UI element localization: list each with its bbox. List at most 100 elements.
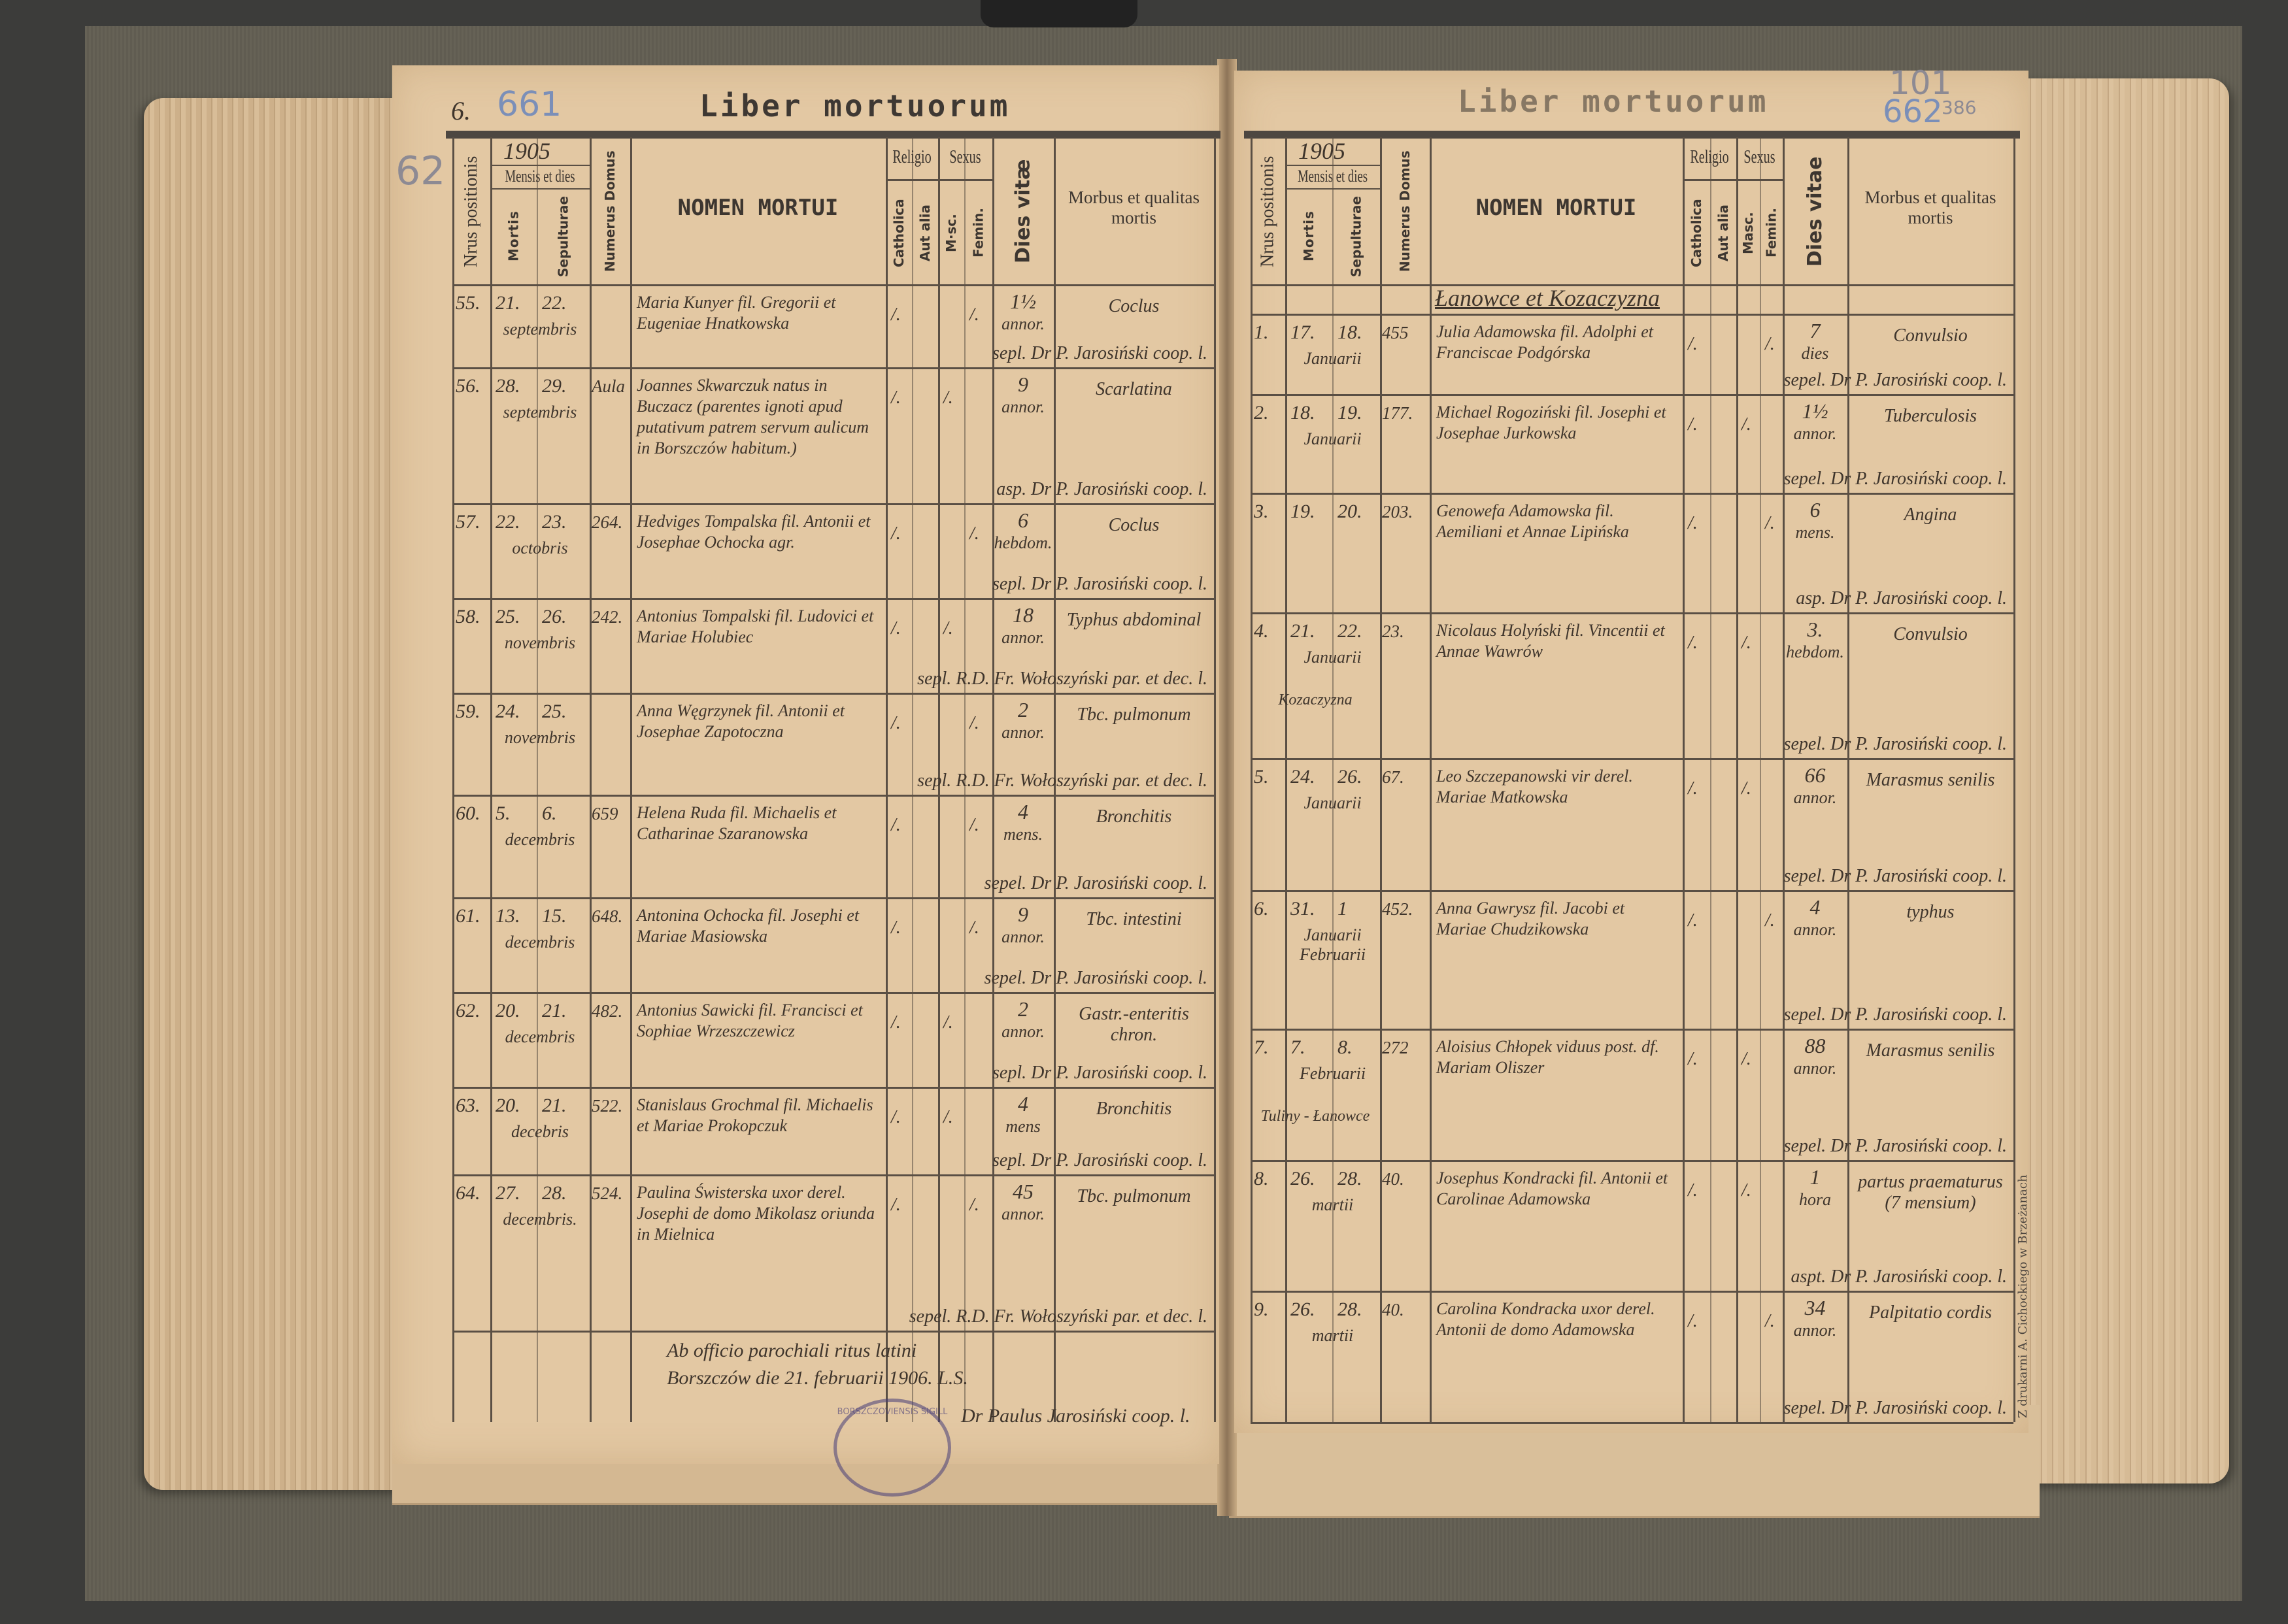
entry-month: Januarii <box>1304 429 1362 448</box>
row-rule <box>452 284 1214 286</box>
entry-male-mark: /. <box>943 388 953 408</box>
entry-burial-day: 22. <box>542 292 567 314</box>
entry-catholic-mark: /. <box>1688 1180 1698 1201</box>
entry-name: Paulina Świsterska uxor derel. Josephi d… <box>637 1183 875 1244</box>
header-morbus: Morbus et qualitas mortis <box>1068 187 1200 227</box>
entry-age: 9 <box>1018 903 1028 926</box>
parish-seal: BORSZCZOVIENSIS SIGILL <box>833 1399 951 1497</box>
entry-death-day: 24. <box>1290 766 1315 787</box>
entry-house-number: 264. <box>592 512 623 532</box>
entry-number: 6. <box>1254 898 1269 920</box>
entry-number: 62. <box>456 1000 480 1021</box>
column-rule <box>2013 137 2015 1422</box>
entry-burial-signature: asp. Dr P. Jarosiński coop. l. <box>1796 588 2007 608</box>
column-rule <box>1430 137 1432 1422</box>
entry-number: 4. <box>1254 620 1269 642</box>
entry-death-day: 5. <box>496 803 511 824</box>
entry-age-unit: hora <box>1798 1190 1832 1209</box>
entry-age: 66 <box>1804 763 1826 787</box>
entry-death-day: 31. <box>1290 898 1315 920</box>
religio-rule <box>886 179 992 181</box>
entry-death-day: 27. <box>496 1182 520 1204</box>
entry-house-number: 177. <box>1382 403 1413 423</box>
entry-burial-day: 28. <box>1337 1299 1362 1320</box>
entry-cause-of-death: Bronchitis <box>1096 806 1172 827</box>
book-clasp <box>981 0 1137 27</box>
entry-death-day: 21. <box>1290 620 1315 642</box>
entry-number: 2. <box>1254 402 1269 423</box>
header-top-rule <box>446 131 1220 139</box>
column-rule <box>1710 137 1711 1422</box>
entry-name: Aloisius Chłopek viduus post. df. Mariam… <box>1436 1037 1659 1077</box>
entry-burial-day: 8. <box>1337 1036 1353 1058</box>
header-dies-vitae: Dies vitæ <box>1011 159 1035 264</box>
entry-female-mark: /. <box>969 815 979 835</box>
row-rule <box>1251 1029 2013 1031</box>
column-rule <box>1683 137 1685 1422</box>
left-page-stack <box>144 98 418 1490</box>
header-sepulturae: Sepulturae <box>1348 195 1364 277</box>
entry-male-mark: /. <box>943 618 953 638</box>
entry-place: Kozaczyzna <box>1278 691 1353 708</box>
entry-month: martii <box>1311 1195 1354 1214</box>
entry-name: Josephus Kondracki fil. Antonii et Carol… <box>1436 1168 1668 1208</box>
header-femin: Femin. <box>970 208 986 258</box>
entry-male-mark: /. <box>1741 1049 1751 1069</box>
entry-age: 88 <box>1804 1034 1826 1057</box>
entry-age: 45 <box>1013 1180 1034 1203</box>
entry-age-unit: annor. <box>1793 1059 1837 1078</box>
entry-number: 59. <box>456 701 480 722</box>
column-rule <box>1214 137 1216 1422</box>
entry-month: septembris <box>503 320 577 339</box>
column-rule <box>1847 137 1849 1422</box>
entry-catholic-mark: /. <box>891 1012 901 1033</box>
entry-month: decebris <box>511 1122 569 1141</box>
entry-death-day: 19. <box>1290 501 1315 522</box>
header-religio: Religio <box>1690 147 1729 167</box>
entry-month: Januarii <box>1304 648 1362 667</box>
entry-age: 4 <box>1809 895 1821 919</box>
entry-age-unit: annor. <box>1793 788 1837 807</box>
entry-cause-of-death: Convulsio <box>1893 325 1968 346</box>
header-nrus: Nrus positionis <box>461 156 481 267</box>
entry-female-mark: /. <box>1765 334 1775 354</box>
entry-catholic-mark: /. <box>891 523 901 544</box>
entry-burial-signature: sepel. Dr P. Jarosiński coop. l. <box>984 873 1207 893</box>
entry-age: 7 <box>1809 319 1821 342</box>
entry-house-number: 659 <box>592 804 618 823</box>
header-aut-alia: Aut alia <box>917 205 933 261</box>
entry-house-number: 524. <box>592 1184 623 1203</box>
entry-house-number: 203. <box>1382 502 1413 522</box>
entry-female-mark: /. <box>969 918 979 938</box>
entry-age-unit: hebdom. <box>994 533 1052 552</box>
entry-month: Januarii <box>1304 793 1362 812</box>
entry-catholic-mark: /. <box>1688 1311 1698 1331</box>
entry-female-mark: /. <box>1765 910 1775 931</box>
entry-burial-signature: sepl. R.D. Fr. Wołoszyński par. et dec. … <box>917 669 1207 689</box>
entry-catholic-mark: /. <box>891 918 901 938</box>
row-rule <box>452 367 1214 369</box>
header-nomen: NOMEN MORTUI <box>1475 194 1637 221</box>
entry-burial-signature: sepel. R.D. Fr. Wołoszyński par. et dec.… <box>909 1306 1207 1327</box>
entry-age-unit: mens. <box>1795 523 1835 542</box>
entry-cause-of-death: Palpitatio cordis <box>1869 1302 1992 1323</box>
entry-catholic-mark: /. <box>891 1195 901 1215</box>
entry-number: 57. <box>456 511 480 533</box>
entry-burial-signature: asp. Dr P. Jarosiński coop. l. <box>996 479 1207 499</box>
entry-burial-signature: sepl. R.D. Fr. Wołoszyński par. et dec. … <box>917 771 1207 791</box>
entry-age-unit: annor. <box>1793 424 1837 443</box>
entry-male-mark: /. <box>1741 778 1751 799</box>
entry-burial-day: 23. <box>542 511 567 533</box>
row-rule <box>1251 493 2013 495</box>
entry-age-unit: annor. <box>1001 1022 1045 1041</box>
entry-catholic-mark: /. <box>891 618 901 638</box>
header-domus: Numerus Domus <box>602 150 618 273</box>
closing-line-2: Borszczów die 21. februarii 1906. L.S. <box>667 1367 968 1389</box>
pencil-margin-number: 62 <box>395 148 446 194</box>
entry-catholic-mark: /. <box>1688 414 1698 435</box>
entry-month: decembris. <box>503 1210 577 1229</box>
entry-house-number: Aula <box>592 376 625 396</box>
left-page <box>392 65 1219 1464</box>
column-rule <box>992 137 994 1422</box>
entry-catholic-mark: /. <box>1688 513 1698 533</box>
